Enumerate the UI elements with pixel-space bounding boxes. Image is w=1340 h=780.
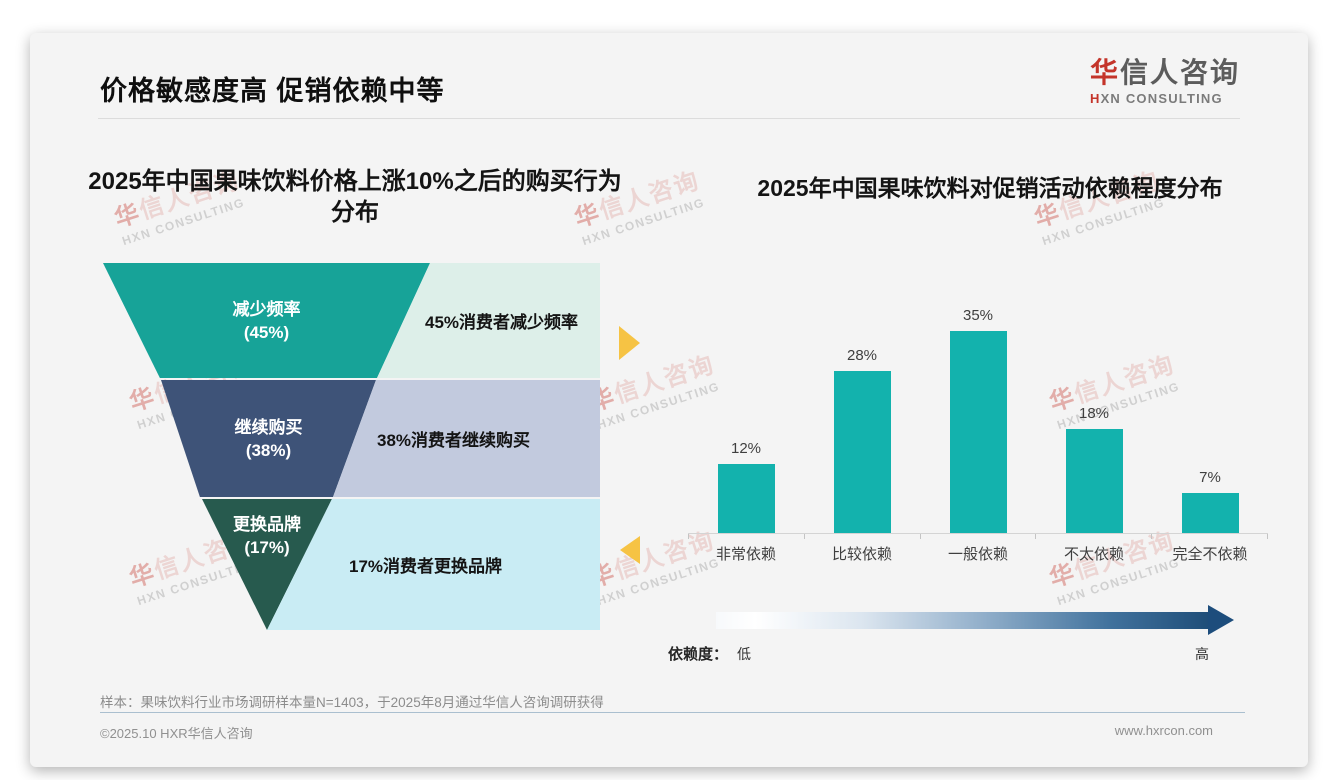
bar-column: 18%: [1036, 405, 1152, 533]
axis-tick: [1151, 534, 1153, 539]
bar-category-label: 完全不依赖: [1172, 546, 1248, 563]
bar-chart-title: 2025年中国果味饮料对促销活动依赖程度分布: [757, 175, 1223, 201]
bar-value-label: 35%: [962, 307, 994, 325]
funnel-segment-continue-buying: 继续购买 (38%): [161, 380, 376, 497]
dependency-high-label: 高: [1195, 646, 1209, 662]
axis-tick: [803, 534, 805, 539]
logo-name: 华信人咨询: [1089, 57, 1240, 88]
bar-column: 35%: [920, 307, 1036, 533]
bar-category-label: 不太依赖: [1063, 546, 1124, 563]
bar-value-label: 12%: [730, 439, 762, 457]
sample-footnote: 样本：果味饮料行业市场调研样本量N=1403，于2025年8月通过华信人咨询调研…: [100, 695, 604, 710]
funnel-annotation-2: 38%消费者继续购买: [333, 380, 600, 497]
dependency-gradient-arrow: [716, 612, 1208, 629]
funnel-segment-percent: (17%): [244, 538, 290, 557]
bar-value-label: 28%: [846, 347, 878, 365]
funnel-segment-percent: (38%): [245, 440, 292, 460]
bar-value-label: 18%: [1078, 405, 1110, 423]
bar: [833, 371, 891, 533]
company-logo: 华信人咨询 HXN CONSULTING: [1089, 57, 1240, 106]
footer-divider: [100, 712, 1245, 713]
bar: [1065, 429, 1123, 533]
funnel-segment-label: 更换品牌: [233, 515, 301, 534]
gold-arrow-right-icon: [619, 326, 640, 360]
bar-column: 28%: [804, 347, 920, 533]
bar-plot-area: 12% 28% 35% 18% 7%: [688, 307, 1268, 533]
axis-tick: [1035, 534, 1037, 539]
funnel-annotation-3: 17%消费者更换品牌: [267, 499, 600, 630]
title-divider: [98, 118, 1240, 119]
bar-column: 12%: [688, 440, 804, 533]
funnel-title-line1: 2025年中国果味饮料价格上涨10%之后的购买行为: [88, 168, 622, 195]
funnel-segment-label: 继续购买: [234, 417, 303, 437]
funnel-chart-title: 2025年中国果味饮料价格上涨10%之后的购买行为 分布: [42, 166, 668, 228]
funnel-segment-percent: (45%): [243, 322, 290, 342]
bar-category-label: 一般依赖: [947, 546, 1008, 563]
funnel-segment-reduce-frequency: 减少频率 (45%): [103, 263, 430, 378]
dependency-axis-label: 依赖度：: [668, 646, 729, 663]
bar-category-label: 比较依赖: [831, 546, 892, 563]
axis-tick: [1267, 534, 1268, 539]
bar: [949, 331, 1007, 533]
axis-tick: [919, 534, 921, 539]
page-title: 价格敏感度高 促销依赖中等: [100, 76, 445, 106]
bar-value-label: 7%: [1199, 468, 1221, 486]
dependency-low-label: 低: [737, 646, 751, 662]
x-axis-labels: 非常依赖 比较依赖 一般依赖 不太依赖 完全不依赖: [688, 543, 1268, 564]
bar-category-label: 非常依赖: [715, 546, 776, 563]
bar-column: 7%: [1152, 469, 1268, 533]
x-axis: [688, 533, 1268, 539]
logo-tagline: HXN CONSULTING: [1089, 91, 1223, 106]
website-url: www.hxrcon.com: [1114, 723, 1213, 738]
bar: [1181, 492, 1239, 533]
dependency-gradient-arrowhead-icon: [1208, 605, 1234, 635]
gold-arrow-left-icon: [620, 536, 640, 564]
funnel-segment-label: 减少频率: [232, 299, 301, 319]
bar: [717, 463, 775, 533]
slide-card: 华信人咨询 HXN CONSULTING 华信人咨询 HXN CONSULTING 华信…: [30, 33, 1308, 767]
copyright-text: ©2025.10 HXR华信人咨询: [100, 726, 253, 741]
axis-tick: [688, 534, 689, 539]
funnel-title-line2: 分布: [331, 199, 379, 226]
